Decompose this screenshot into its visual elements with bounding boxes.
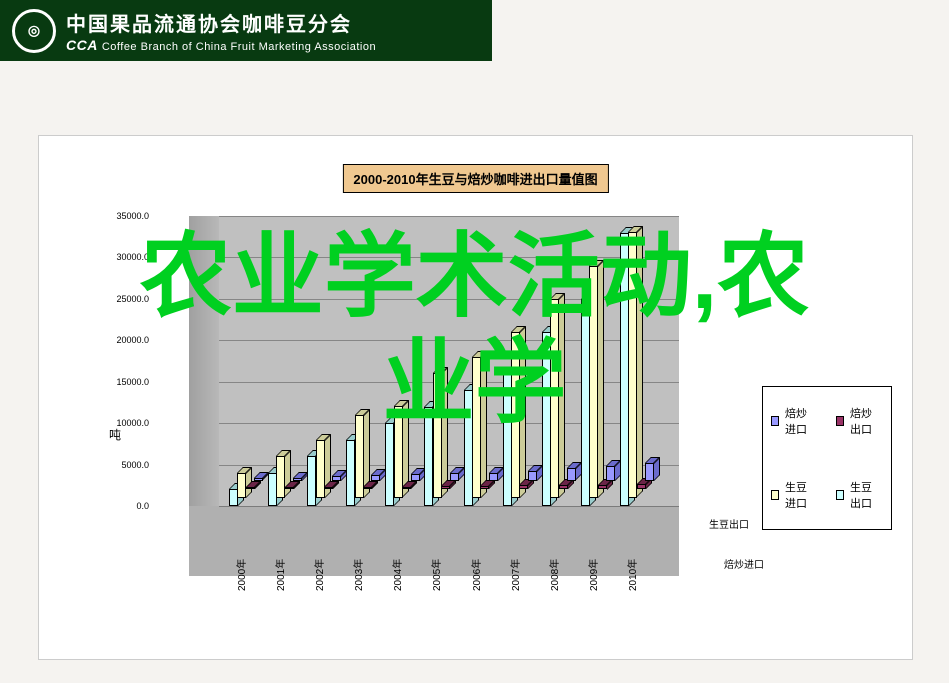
bar	[589, 266, 598, 498]
bar	[598, 485, 607, 490]
bar	[293, 478, 302, 481]
x-tick: 2010年	[624, 559, 639, 591]
bar	[433, 373, 442, 497]
x-tick: 2006年	[468, 559, 483, 591]
bar	[489, 473, 498, 481]
bar	[371, 475, 380, 481]
x-tick: 2004年	[389, 559, 404, 591]
x-tick: 2002年	[311, 559, 326, 591]
legend-item: 生豆进口 生豆出口	[771, 479, 883, 511]
x-tick: 2001年	[272, 559, 287, 591]
bar	[246, 487, 255, 489]
bar	[480, 486, 489, 489]
bar	[550, 299, 559, 498]
org-logo: ◎ 中国果品流通协会咖啡豆分会 CCACoffee Branch of Chin…	[12, 8, 376, 53]
bar	[402, 487, 411, 489]
depth-label-back: 生豆出口	[709, 516, 749, 531]
bar	[324, 487, 333, 489]
x-tick: 2003年	[350, 559, 365, 591]
bar	[254, 478, 263, 480]
bar	[519, 485, 528, 489]
bar	[363, 487, 372, 489]
depth-label-front: 焙炒进口	[724, 556, 764, 571]
y-tick: 20000.0	[116, 335, 149, 345]
y-tick: 25000.0	[116, 294, 149, 304]
logo-icon: ◎	[12, 9, 56, 53]
x-tick: 2005年	[428, 559, 443, 591]
chart-title: 2000-2010年生豆与焙炒咖啡进出口量值图	[342, 164, 608, 193]
y-tick: 10000.0	[116, 418, 149, 428]
bar	[450, 473, 459, 480]
bar	[332, 476, 341, 481]
legend-item: 焙炒进口 焙炒出口	[771, 405, 883, 437]
bar	[355, 415, 364, 498]
y-tick: 5000.0	[121, 460, 149, 470]
bar	[645, 463, 654, 481]
bar	[559, 485, 568, 489]
x-tick: 2009年	[585, 559, 600, 591]
bar	[628, 232, 637, 497]
bar	[637, 484, 646, 489]
legend: 焙炒进口 焙炒出口 生豆进口 生豆出口	[762, 386, 892, 530]
org-title-en: CCACoffee Branch of China Fruit Marketin…	[66, 37, 376, 53]
bar	[394, 406, 403, 497]
bar	[285, 487, 294, 489]
x-tick: 2007年	[507, 559, 522, 591]
plot-area: 0.05000.010000.015000.020000.025000.0300…	[189, 216, 679, 576]
y-tick: 30000.0	[116, 252, 149, 262]
bar	[237, 473, 246, 498]
bar	[411, 474, 420, 481]
y-tick: 0.0	[136, 501, 149, 511]
y-axis-label: 吨	[109, 426, 121, 443]
bar	[276, 456, 285, 497]
y-tick: 35000.0	[116, 211, 149, 221]
y-tick: 15000.0	[116, 377, 149, 387]
bar	[441, 486, 450, 489]
chart-panel: 2000-2010年生豆与焙炒咖啡进出口量值图 0.05000.010000.0…	[38, 135, 913, 660]
bar	[511, 332, 520, 498]
bar	[528, 471, 537, 481]
x-tick: 2008年	[546, 559, 561, 591]
org-title-cn: 中国果品流通协会咖啡豆分会	[66, 8, 376, 37]
bar	[606, 466, 615, 481]
bar	[567, 468, 576, 480]
x-tick: 2000年	[233, 559, 248, 591]
org-header: ◎ 中国果品流通协会咖啡豆分会 CCACoffee Branch of Chin…	[0, 0, 492, 61]
bar	[472, 357, 481, 498]
